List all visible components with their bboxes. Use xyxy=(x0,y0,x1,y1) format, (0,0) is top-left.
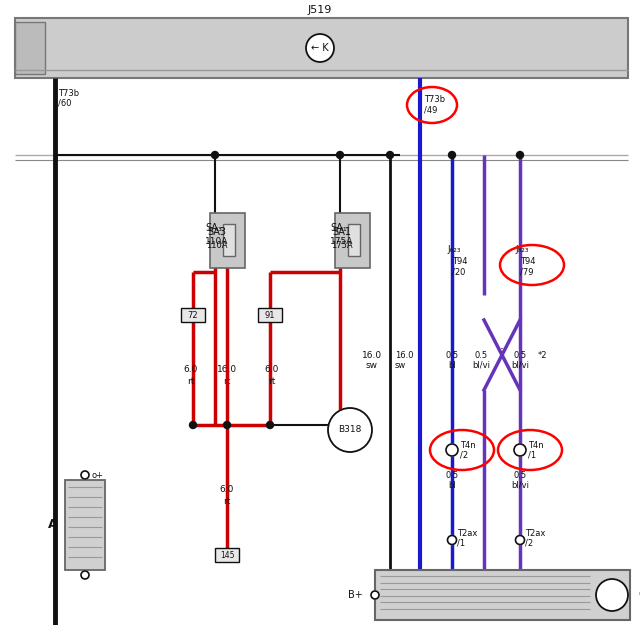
Text: *2: *2 xyxy=(538,351,547,359)
Text: 6.0: 6.0 xyxy=(220,486,234,494)
Text: 16.0: 16.0 xyxy=(362,351,382,359)
Circle shape xyxy=(387,151,394,159)
Polygon shape xyxy=(15,22,45,74)
Text: T2ax: T2ax xyxy=(525,529,545,538)
Text: bl/vi: bl/vi xyxy=(511,481,529,489)
Text: B318: B318 xyxy=(339,426,362,434)
Text: T94: T94 xyxy=(452,258,467,266)
Text: T2ax: T2ax xyxy=(457,529,477,538)
Bar xyxy=(215,548,239,562)
Circle shape xyxy=(596,579,628,611)
Text: 0.5: 0.5 xyxy=(445,471,459,479)
Text: 6.0: 6.0 xyxy=(265,366,279,374)
Text: T4n: T4n xyxy=(460,441,476,449)
Text: sw: sw xyxy=(366,361,378,371)
Text: 91: 91 xyxy=(265,311,275,319)
Text: SA3: SA3 xyxy=(207,227,227,237)
Text: 16.0: 16.0 xyxy=(395,351,413,359)
Text: 145: 145 xyxy=(220,551,234,559)
Circle shape xyxy=(328,408,372,452)
Text: A: A xyxy=(48,519,58,531)
Text: 0.5: 0.5 xyxy=(513,351,527,359)
Text: /1: /1 xyxy=(528,451,536,459)
Text: bl: bl xyxy=(448,481,456,489)
Circle shape xyxy=(447,536,456,544)
Bar xyxy=(223,224,235,256)
Circle shape xyxy=(516,151,524,159)
Text: ← K: ← K xyxy=(311,43,329,53)
Circle shape xyxy=(189,421,196,429)
Bar xyxy=(15,18,628,78)
Text: /79: /79 xyxy=(520,268,534,276)
Bar xyxy=(335,213,369,268)
Text: 16.0: 16.0 xyxy=(217,366,237,374)
Text: rt: rt xyxy=(223,496,230,506)
Circle shape xyxy=(223,421,230,429)
Circle shape xyxy=(81,571,89,579)
Circle shape xyxy=(81,471,89,479)
Text: 175A: 175A xyxy=(330,238,353,246)
Text: C: C xyxy=(638,589,640,601)
Text: J519: J519 xyxy=(308,5,332,15)
Text: /2: /2 xyxy=(460,451,468,459)
Text: /1: /1 xyxy=(457,539,465,548)
Circle shape xyxy=(371,591,379,599)
Text: T73b: T73b xyxy=(424,96,445,104)
Text: T94: T94 xyxy=(520,258,536,266)
Bar xyxy=(348,224,360,256)
Text: 6.0: 6.0 xyxy=(184,366,198,374)
Text: /2: /2 xyxy=(525,539,533,548)
Bar xyxy=(375,570,630,620)
Text: ·: · xyxy=(500,344,504,356)
Circle shape xyxy=(446,444,458,456)
Circle shape xyxy=(514,444,526,456)
Circle shape xyxy=(337,151,344,159)
Bar xyxy=(258,308,282,322)
Text: J₆₂₃: J₆₂₃ xyxy=(447,246,461,254)
Circle shape xyxy=(515,536,525,544)
Bar xyxy=(181,308,205,322)
Text: SA₃: SA₃ xyxy=(205,223,222,233)
Text: B+: B+ xyxy=(348,590,363,600)
Text: o+: o+ xyxy=(91,471,103,479)
Circle shape xyxy=(449,151,456,159)
Text: SA1: SA1 xyxy=(333,227,351,237)
Text: /20: /20 xyxy=(452,268,465,276)
Text: bl: bl xyxy=(448,361,456,369)
Text: bl/vi: bl/vi xyxy=(472,361,490,369)
Circle shape xyxy=(266,421,273,429)
Text: /60: /60 xyxy=(58,98,72,107)
Text: 72: 72 xyxy=(188,311,198,319)
Text: J₈₂₃: J₈₂₃ xyxy=(515,246,529,254)
Text: 0.5: 0.5 xyxy=(445,351,459,359)
Text: 110A: 110A xyxy=(205,238,228,246)
Circle shape xyxy=(306,34,334,62)
Text: sw: sw xyxy=(395,361,406,371)
Text: 0.5: 0.5 xyxy=(474,351,488,359)
Text: 175A: 175A xyxy=(331,241,353,249)
Text: rt: rt xyxy=(268,376,276,386)
Text: rt: rt xyxy=(188,376,195,386)
Text: SA₁: SA₁ xyxy=(330,223,347,233)
Text: T73b: T73b xyxy=(58,89,79,98)
Bar xyxy=(209,213,244,268)
Text: 0.5: 0.5 xyxy=(513,471,527,479)
Text: rt: rt xyxy=(223,376,230,386)
Text: bl/vi: bl/vi xyxy=(511,361,529,369)
Text: /49: /49 xyxy=(424,106,437,114)
Text: 110A: 110A xyxy=(206,241,228,249)
Bar xyxy=(65,480,105,570)
Circle shape xyxy=(211,151,218,159)
Text: T4n: T4n xyxy=(528,441,543,449)
